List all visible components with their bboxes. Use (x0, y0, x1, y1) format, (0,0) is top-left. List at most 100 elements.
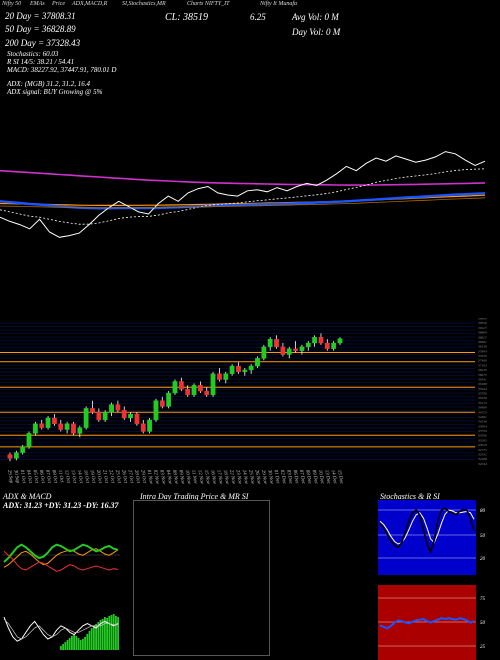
candle-body (26, 433, 32, 448)
header-title-4: SI,Stochastics,MR (122, 1, 166, 7)
macd-hist-bar (115, 616, 117, 650)
date-tick-label: 26 Nov (254, 469, 262, 485)
adx-panel (2, 543, 120, 650)
price-tick-label: 39356 (478, 321, 487, 325)
price-tick-label: 36431 (478, 377, 487, 381)
ema-line-price (0, 151, 486, 238)
date-tick-label: 05 Oct (31, 469, 38, 484)
price-tick-label: 35213 (478, 401, 487, 405)
price-tick-label: 35700 (478, 392, 487, 396)
ema-line-ema-200 (0, 169, 486, 186)
header-title-6: Nifty It Munafa (260, 1, 297, 7)
date-tick-label: 10 Dec (317, 469, 325, 485)
stochastics-panel: 80 50 20 75 50 25 (378, 500, 486, 660)
candle-body (166, 392, 172, 407)
date-tick-label: 23 Nov (234, 469, 242, 485)
candle-body (305, 342, 311, 348)
candle-body (280, 346, 286, 355)
stoch-tick-label: 80 (480, 509, 486, 514)
ema-chart (0, 151, 486, 238)
candle-body (312, 337, 318, 344)
candle-body (331, 342, 337, 349)
candle-body (217, 373, 222, 380)
date-tick-label: 03 Dec (285, 469, 293, 485)
price-tick-label: 37650 (478, 354, 487, 358)
candle-body (293, 348, 298, 351)
date-tick-label: 29 Oct (139, 469, 146, 484)
macd-hist-bar (95, 624, 97, 650)
header-title-2: Price (52, 1, 65, 7)
adx-line-dy (3, 550, 119, 572)
price-tick-label: 37406 (478, 359, 487, 363)
candle-body (128, 413, 133, 419)
macd-hist-bar (66, 640, 69, 650)
price-tick-label: 38625 (478, 335, 487, 339)
stochastics-title: Stochastics & R SI (380, 492, 440, 501)
date-tick-label: 08 Oct (50, 469, 57, 484)
price-tick-label: 36675 (478, 373, 487, 377)
date-tick-label: 29 Nov (260, 469, 268, 485)
price-tick-label: 32044 (478, 462, 487, 466)
macd-hist-bar (90, 628, 93, 650)
price-tick-label: 34238 (478, 420, 487, 424)
date-tick-label: 17 Nov (215, 469, 223, 485)
macd-hist-bar (88, 631, 91, 650)
date-tick-label: 24 Nov (241, 469, 249, 485)
candle-body (140, 423, 146, 432)
date-tick-label: 01 Oct (19, 469, 26, 484)
date-tick-label: 08 Nov (171, 469, 179, 485)
candlestick-chart: 3960039356391133886938625383813813837894… (0, 318, 487, 466)
price-tick-label: 32775 (478, 448, 487, 452)
date-tick-label: 06 Oct (38, 469, 45, 484)
date-tick-label: 21 Oct (101, 469, 108, 484)
date-tick-label: 11 Nov (190, 469, 197, 484)
candle-body (71, 423, 76, 434)
date-tick-label: 19 Oct (89, 469, 96, 484)
ma50-label: 50 Day = 36828.89 (5, 24, 76, 34)
rsi-tick-label: 75 (480, 597, 486, 602)
close-price: CL: 38519 (165, 12, 209, 23)
candle-body (178, 381, 184, 390)
header-title-5: Charts NIFTY_IT (187, 1, 230, 7)
candle-body (242, 369, 248, 373)
date-tick-label: 16 Nov (209, 469, 217, 485)
candle-body (286, 348, 292, 355)
date-tick-label: 30 Nov (266, 469, 274, 485)
date-tick-label: 14 Dec (330, 469, 338, 485)
candle-body (191, 385, 197, 396)
header-title-0: Nifty 50 (2, 1, 22, 7)
date-tick-label: 09 Dec (311, 469, 319, 485)
candle-body (58, 423, 64, 430)
date-tick-label: 01 Dec (273, 469, 281, 485)
price-tick-label: 35944 (478, 387, 487, 391)
date-tick-label: 03 Nov (158, 469, 166, 485)
macd-signal-line (3, 618, 118, 640)
ma200-label: 200 Day = 37328.43 (5, 38, 81, 48)
candle-body (96, 412, 102, 421)
stoch-tick-label: 20 (480, 557, 486, 562)
price-tick-label: 34725 (478, 410, 487, 414)
macd-hist-bar (108, 616, 111, 650)
price-tick-label: 37894 (478, 349, 487, 353)
date-axis: 29 Sep 30 Sep 01 Oct 04 Oct 05 Oct 06 Oct 07 O… (6, 469, 344, 485)
macd-hist-bar (117, 617, 119, 650)
candle-body (147, 419, 153, 432)
date-tick-label: 09 Nov (177, 469, 185, 485)
date-tick-label: 07 Oct (44, 469, 51, 484)
price-tick-label: 34969 (478, 406, 487, 410)
candle-body (134, 413, 140, 424)
price-tick-label: 38381 (478, 340, 487, 344)
candle-body (197, 385, 203, 392)
price-tick-label: 38138 (478, 345, 487, 349)
date-tick-label: 20 Oct (95, 469, 102, 484)
candle-body (20, 446, 26, 453)
price-tick-label: 39600 (478, 318, 487, 321)
date-tick-label: 04 Oct (25, 469, 32, 484)
date-tick-label: 18 Oct (82, 469, 89, 484)
price-tick-label: 33019 (478, 443, 487, 447)
macd-hist-bar (84, 637, 86, 650)
macd-hist-bar (64, 642, 67, 650)
day-volume: Day Vol: 0 M (292, 27, 341, 37)
price-tick-label: 34481 (478, 415, 487, 419)
candle-body (121, 410, 127, 419)
